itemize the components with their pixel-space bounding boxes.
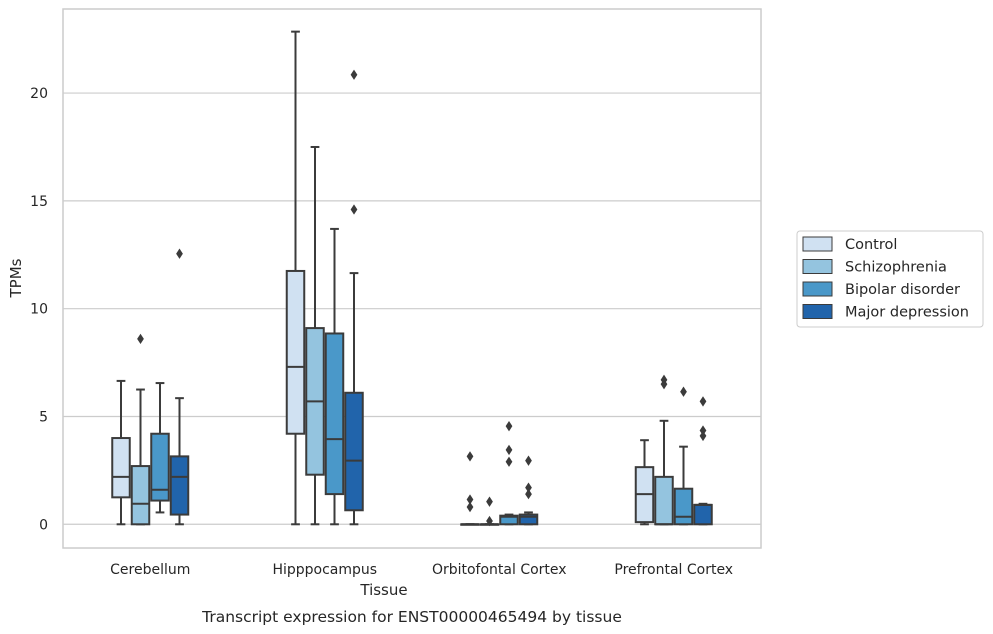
box-control-3 (634, 439, 655, 526)
outlier-point (680, 386, 687, 397)
outlier-point (466, 501, 474, 513)
box-iqr (324, 332, 345, 496)
outlier-point (505, 421, 513, 432)
outlier-point (525, 488, 532, 500)
x-axis-title: Tissue (359, 581, 407, 599)
y-tick-label: 15 (30, 194, 48, 210)
legend-frame (796, 230, 984, 328)
outlier-point (137, 333, 144, 345)
box-iqr (169, 455, 190, 516)
box-major-depression-3 (693, 396, 713, 526)
box-iqr (693, 503, 713, 526)
outlier-point (486, 496, 493, 507)
box-bipolar-disorder-1 (324, 227, 345, 526)
x-tick-label: Hipppocampus (272, 562, 377, 578)
box-control-0 (111, 379, 131, 526)
legend-swatch (802, 259, 833, 274)
box-control-2 (460, 451, 480, 526)
box-iqr (499, 514, 519, 526)
outlier-point (350, 204, 358, 215)
y-tick-label: 20 (30, 86, 48, 102)
legend-swatch (802, 304, 833, 319)
box-iqr (518, 513, 539, 526)
y-tick-label: 10 (30, 302, 48, 318)
outlier-point (525, 482, 532, 493)
box-schizophrenia-0 (130, 333, 151, 526)
plot-area-frame (62, 8, 762, 549)
box-major-depression-2 (518, 455, 539, 526)
boxes-layer (111, 30, 713, 527)
box-iqr (654, 475, 674, 526)
outlier-point (350, 69, 358, 80)
box-bipolar-disorder-2 (499, 421, 519, 526)
outlier-point (660, 378, 668, 390)
box-control-1 (285, 30, 306, 526)
box-iqr (130, 465, 151, 526)
outlier-point (525, 455, 532, 466)
box-schizophrenia-3 (654, 374, 674, 526)
outlier-point (466, 494, 474, 505)
outlier-point (699, 430, 707, 442)
y-tick-labels: 0 5 10 15 20 (30, 86, 48, 533)
y-tick-label: 5 (39, 409, 48, 425)
box-iqr (285, 269, 306, 435)
outlier-point (486, 515, 493, 527)
box-schizophrenia-2 (479, 496, 500, 527)
box-iqr (150, 432, 170, 502)
legend-label: Bipolar disorder (845, 282, 960, 298)
box-major-depression-1 (344, 69, 364, 526)
legend-swatch (802, 236, 833, 252)
box-major-depression-0 (169, 248, 190, 526)
x-tick-label: Prefrontal Cortex (614, 562, 733, 578)
x-tick-label: Orbitofontal Cortex (432, 562, 567, 578)
outlier-point (505, 456, 513, 467)
box-iqr (111, 437, 131, 499)
outlier-point (505, 444, 513, 456)
legend-swatch (802, 281, 833, 297)
chart-caption: Transcript expression for ENST0000046549… (201, 608, 622, 626)
legend: Control Schizophrenia Bipolar disorder Majo… (796, 230, 984, 328)
outlier-point (699, 425, 707, 436)
legend-label: Control (845, 237, 897, 253)
x-tick-label: Cerebellum (110, 562, 190, 578)
outlier-point (466, 451, 474, 462)
box-schizophrenia-1 (305, 145, 325, 526)
box-bipolar-disorder-3 (673, 386, 694, 526)
y-axis-title: TPMs (7, 258, 25, 298)
x-tick-labels: Cerebellum Hipppocampus Orbitofontal Corte… (110, 562, 733, 578)
outlier-point (699, 396, 707, 407)
legend-label: Schizophrenia (845, 260, 947, 276)
box-iqr (344, 391, 364, 512)
legend-label: Major depression (845, 305, 969, 321)
box-iqr (673, 487, 694, 526)
outlier-point (176, 248, 183, 259)
box-bipolar-disorder-0 (150, 382, 170, 514)
y-tick-label: 0 (39, 517, 48, 533)
